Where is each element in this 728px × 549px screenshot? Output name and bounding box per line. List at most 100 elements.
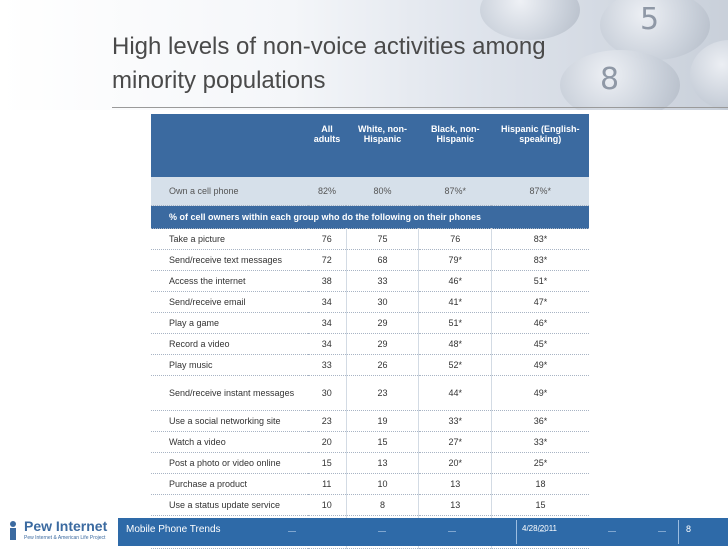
row-value: 82% (308, 177, 347, 206)
row-value: 27* (418, 431, 492, 453)
table-row: Send/receive text messages 72 68 79* 83* (151, 249, 589, 271)
row-value: 20* (418, 452, 492, 474)
header-black: Black, non-Hispanic (418, 114, 492, 177)
section-label: % of cell owners within each group who d… (151, 205, 589, 229)
row-value: 49* (490, 375, 589, 411)
footer-bar (118, 518, 728, 546)
slide-number: 8 (686, 524, 692, 534)
footer-dash (538, 531, 546, 532)
row-label: Play music (151, 354, 308, 376)
row-value: 83* (490, 249, 589, 271)
footer-divider (516, 520, 517, 544)
row-value: 26 (345, 354, 419, 376)
section-header-row: % of cell owners within each group who d… (151, 205, 589, 229)
row-value: 38 (308, 270, 347, 292)
footer-presentation-title: Mobile Phone Trends (126, 524, 221, 535)
header-background: 5 8 (0, 0, 728, 110)
row-value: 19 (345, 410, 419, 432)
table-row: Access the internet 38 33 46* 51* (151, 270, 589, 292)
row-value: 10 (345, 473, 419, 495)
table-row: Use a status update service 10 8 13 15 (151, 494, 589, 516)
logo-subtext: Pew Internet & American Life Project (24, 535, 106, 541)
row-value: 76 (418, 228, 492, 250)
table-row: Post a photo or video online 15 13 20* 25* (151, 452, 589, 474)
row-value: 87%* (418, 177, 492, 206)
header-hispanic: Hispanic (English-speaking) (491, 114, 589, 177)
row-value: 87%* (491, 177, 589, 206)
row-label: Access the internet (151, 270, 308, 292)
row-value: 34 (308, 291, 347, 313)
keypad-digit-decoration: 8 (600, 62, 620, 97)
row-value: 46* (418, 270, 492, 292)
row-value: 33 (308, 354, 347, 376)
row-value: 13 (418, 473, 492, 495)
table-row: Play music 33 26 52* 49* (151, 354, 589, 376)
logo-text: Pew Internet (24, 518, 108, 534)
row-value: 34 (308, 333, 347, 355)
row-label: Watch a video (151, 431, 308, 453)
row-value: 30 (345, 291, 419, 313)
row-value: 76 (308, 228, 347, 250)
footer-divider (678, 520, 679, 544)
row-value: 45* (490, 333, 589, 355)
row-value: 80% (346, 177, 419, 206)
row-value: 33* (490, 431, 589, 453)
row-value: 48* (418, 333, 492, 355)
footer-dash (448, 531, 456, 532)
row-value: 47* (490, 291, 589, 313)
table-row: Play a game 34 29 51* 46* (151, 312, 589, 334)
row-value: 51* (490, 270, 589, 292)
row-value: 13 (418, 494, 492, 516)
table-row: Take a picture 76 75 76 83* (151, 228, 589, 250)
row-label: Take a picture (151, 228, 308, 250)
row-value: 23 (345, 375, 419, 411)
keypad-key-decoration (560, 50, 680, 110)
table-header-row: All adults White, non-Hispanic Black, no… (151, 114, 589, 177)
header-cell-empty (151, 114, 308, 177)
slide-title: High levels of non-voice activities amon… (112, 33, 546, 94)
table-row: Purchase a product 11 10 13 18 (151, 473, 589, 495)
row-label: Use a social networking site (151, 410, 308, 432)
row-value: 52* (418, 354, 492, 376)
row-value: 36* (490, 410, 589, 432)
row-value: 23 (308, 410, 347, 432)
header-white: White, non-Hispanic (346, 114, 419, 177)
row-value: 29 (345, 312, 419, 334)
row-value: 79* (418, 249, 492, 271)
pew-globe-icon (10, 521, 16, 540)
row-value: 33 (345, 270, 419, 292)
row-value: 15 (345, 431, 419, 453)
table-row: Record a video 34 29 48* 45* (151, 333, 589, 355)
footer-dash (608, 531, 616, 532)
row-value: 10 (308, 494, 347, 516)
row-label: Send/receive text messages (151, 249, 308, 271)
row-label: Post a photo or video online (151, 452, 308, 474)
row-value: 44* (418, 375, 492, 411)
row-label: Send/receive email (151, 291, 308, 313)
row-value: 13 (345, 452, 419, 474)
row-value: 25* (490, 452, 589, 474)
table-row: Send/receive instant messages 30 23 44* 49* (151, 375, 589, 411)
footer-dash (378, 531, 386, 532)
row-value: 68 (345, 249, 419, 271)
row-value: 83* (490, 228, 589, 250)
row-label: Use a status update service (151, 494, 308, 516)
row-value: 18 (490, 473, 589, 495)
row-value: 51* (418, 312, 492, 334)
cell-activities-table: All adults White, non-Hispanic Black, no… (151, 114, 589, 549)
row-value: 29 (345, 333, 419, 355)
row-value: 15 (490, 494, 589, 516)
row-value: 46* (490, 312, 589, 334)
table-row: Send/receive email 34 30 41* 47* (151, 291, 589, 313)
row-value: 20 (308, 431, 347, 453)
footer-date: 4/28/2011 (522, 524, 557, 533)
own-cell-phone-row: Own a cell phone 82% 80% 87%* 87%* (151, 177, 589, 206)
table-row: Watch a video 20 15 27* 33* (151, 431, 589, 453)
footer-dash (288, 531, 296, 532)
row-value: 34 (308, 312, 347, 334)
row-label: Record a video (151, 333, 308, 355)
row-value: 49* (490, 354, 589, 376)
header-all-adults: All adults (308, 114, 347, 177)
row-value: 8 (345, 494, 419, 516)
data-table-container: All adults White, non-Hispanic Black, no… (151, 114, 589, 549)
